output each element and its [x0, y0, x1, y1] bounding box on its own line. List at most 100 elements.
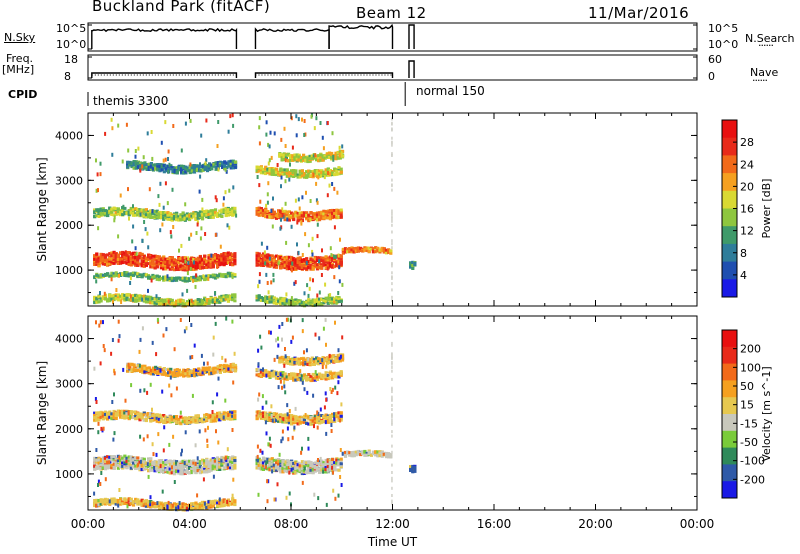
panel-power-cell: [367, 246, 371, 250]
panel-power-cell: [231, 253, 235, 257]
panel-power-cell: [157, 213, 161, 217]
panel-power-cell: [136, 299, 140, 303]
panel-power-cell: [298, 206, 301, 211]
panel-power-cell: [220, 258, 224, 262]
panel-power-cell: [106, 258, 110, 262]
panel-power-cell: [321, 135, 324, 140]
panel-power-cell: [205, 118, 208, 123]
panel-power-cell: [192, 301, 196, 305]
panel-velocity-cell: [164, 420, 168, 424]
panel-power-cell: [302, 173, 307, 177]
panel-power-cell: [218, 261, 222, 265]
panel-power-cell: [328, 209, 332, 212]
panel-power-cell: [155, 302, 159, 305]
panel-power-cell: [308, 286, 311, 291]
panel-velocity-cell: [103, 459, 108, 463]
panel-power-cell: [233, 212, 237, 216]
panel-power-cell: [95, 188, 98, 193]
panel-power-cell: [140, 295, 144, 299]
panel-power-cell: [170, 216, 174, 220]
panel-power-cell: [159, 258, 164, 262]
panel-velocity-cell: [125, 459, 129, 463]
panel-power-cell: [121, 159, 124, 164]
panel-velocity-cell: [95, 465, 99, 469]
panel-velocity-cell: [99, 467, 103, 471]
panel-power-cell: [337, 212, 341, 215]
panel-power-cell: [129, 206, 133, 210]
panel-power-cell: [123, 271, 127, 274]
panel-power-cell: [155, 277, 159, 281]
panel-velocity-cell: [97, 418, 101, 422]
panel-velocity-cell: [216, 463, 220, 467]
panel-power-cell: [125, 211, 129, 215]
panel-power-cell: [270, 168, 274, 172]
panel-velocity-cell: [149, 462, 153, 466]
panel-power-cell: [168, 300, 172, 304]
panel-power-cell: [313, 300, 317, 304]
panel-power-cell: [322, 170, 326, 174]
freq-label: Freq.: [6, 52, 34, 65]
panel-velocity-cell: [142, 467, 146, 471]
panel-power-cell: [378, 248, 382, 252]
panel-power-cell: [293, 157, 297, 161]
panel-velocity-cell: [131, 458, 136, 462]
panel-velocity-cell: [181, 463, 185, 467]
panel-power-cell: [162, 261, 166, 265]
panel-velocity-cell: [222, 456, 226, 460]
panel-power-cell: [376, 249, 380, 253]
panel-power-cell: [190, 277, 194, 281]
panel-power-cell: [127, 263, 131, 266]
panel-power-cell: [205, 158, 208, 163]
panel-power-cell: [338, 150, 342, 154]
panel-power-cell: [335, 172, 339, 176]
panel-velocity-cell: [103, 416, 108, 420]
panel-velocity-cell: [153, 417, 157, 421]
panel-velocity-cell: [99, 463, 103, 467]
panel-power-cell: [285, 256, 289, 259]
panel-power-cell: [129, 276, 132, 281]
panel-power-cell: [298, 175, 302, 179]
panel-velocity-cell: [185, 469, 189, 473]
panel-power-cell: [200, 226, 203, 231]
panel-power-cell: [211, 209, 215, 213]
panel-velocity-cell: [222, 458, 226, 462]
panel-power-cell: [220, 260, 224, 264]
panel-velocity-cell: [177, 465, 181, 469]
panel-power-cell: [227, 163, 231, 167]
panel-power-cell: [93, 210, 97, 214]
panel-power-cell: [259, 299, 263, 302]
panel-power-cell: [264, 170, 268, 174]
panel-power-cell: [142, 299, 146, 303]
panel-power-cell: [151, 297, 155, 301]
panel-power-cell: [292, 298, 296, 302]
panel-velocity-cell: [233, 459, 237, 462]
panel-velocity-cell: [179, 470, 183, 474]
panel-power-cell: [290, 214, 294, 218]
panel-power-cell: [186, 168, 190, 172]
panel-power-cell: [231, 263, 235, 267]
panel-power-cell: [188, 265, 192, 269]
panel-power-cell: [333, 275, 336, 280]
panel-power-cell: [283, 300, 287, 304]
panel-power-cell: [286, 159, 291, 163]
panel-velocity-cell: [211, 464, 215, 468]
panel-power-cell: [114, 296, 118, 300]
panel-power-cell: [93, 276, 97, 280]
panel-power-cell: [162, 205, 165, 210]
panel-power-cell: [170, 259, 174, 262]
panel-power-cell: [131, 260, 136, 264]
panel-velocity-cell: [114, 415, 118, 419]
panel-velocity-cell: [101, 411, 105, 415]
panel-power-cell: [295, 156, 299, 160]
panel-power-cell: [300, 211, 304, 215]
panel-power-cell: [305, 211, 309, 215]
panel-power-cell: [173, 166, 177, 170]
panel-power-cell: [99, 299, 103, 303]
panel-power-cell: [147, 215, 151, 219]
panel-power-cell: [324, 170, 328, 174]
panel-velocity-cell: [112, 465, 116, 469]
panel-power-cell: [132, 160, 136, 163]
panel-velocity-cell: [203, 459, 207, 463]
panel-power-cell: [298, 262, 302, 266]
panel-power-cell: [268, 172, 272, 176]
